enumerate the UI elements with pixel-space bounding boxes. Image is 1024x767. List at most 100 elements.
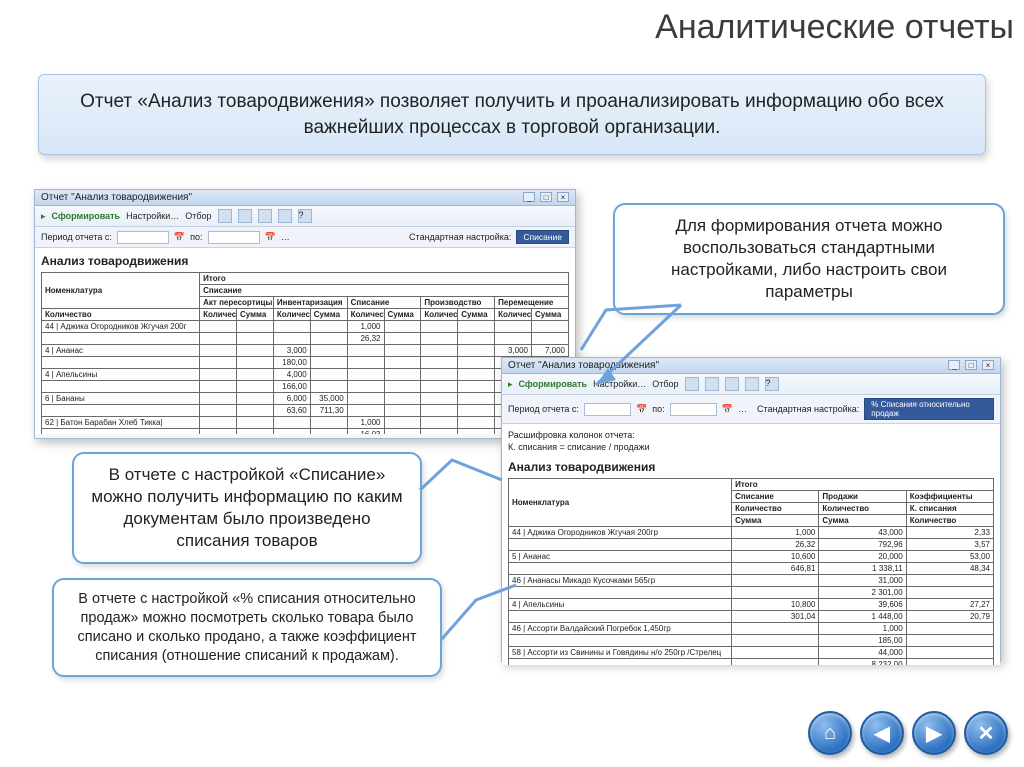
- cell-value: 2,33: [906, 527, 993, 539]
- cell-value: [458, 333, 495, 345]
- std-setting-select[interactable]: % Списания относительно продаж: [864, 398, 994, 420]
- minimize-icon[interactable]: _: [948, 360, 960, 370]
- toolbar-icon[interactable]: [685, 377, 699, 391]
- callout-percent: В отчете с настройкой «% списания относи…: [52, 578, 442, 677]
- toolbar-icon[interactable]: [258, 209, 272, 223]
- col-total: Итого: [732, 479, 994, 491]
- col-writeoff: Списание: [200, 285, 569, 297]
- settings-link[interactable]: Настройки…: [126, 211, 179, 221]
- period-from-input[interactable]: [117, 231, 169, 244]
- cell-value: [532, 333, 569, 345]
- toolbar: ▸ Сформировать Настройки… Отбор ?: [502, 374, 1000, 395]
- home-button[interactable]: ⌂: [808, 711, 852, 755]
- help-icon[interactable]: ?: [298, 209, 312, 223]
- toolbar-icon[interactable]: [725, 377, 739, 391]
- cell-value: [732, 659, 819, 666]
- generate-button[interactable]: Сформировать: [52, 211, 121, 221]
- maximize-icon[interactable]: □: [965, 360, 977, 370]
- cell-value: [310, 357, 347, 369]
- period-to-label: по:: [190, 232, 202, 242]
- generate-button[interactable]: Сформировать: [519, 379, 588, 389]
- toolbar-icon[interactable]: [278, 209, 292, 223]
- cell-value: [906, 587, 993, 599]
- opts-icon[interactable]: …: [738, 404, 747, 414]
- cell-value: [458, 345, 495, 357]
- param-row: Период отчета с: 📅 по: 📅 … Стандартная н…: [502, 395, 1000, 424]
- close-button[interactable]: ✕: [964, 711, 1008, 755]
- maximize-icon[interactable]: □: [540, 192, 552, 202]
- date-picker-icon[interactable]: 📅: [174, 232, 185, 243]
- cell-value: [310, 321, 347, 333]
- toolbar-icon[interactable]: [238, 209, 252, 223]
- date-picker-icon[interactable]: 📅: [265, 232, 276, 243]
- cell-name: 62 | Батон Барабан Хлеб Тикка|: [42, 417, 200, 429]
- window-title: Отчет "Анализ товародвижения": [508, 360, 659, 371]
- cell-value: [347, 393, 384, 405]
- close-icon[interactable]: ×: [557, 192, 569, 202]
- cell-value: 48,34: [906, 563, 993, 575]
- table-row: 4 | Ананас3,0003,0007,000: [42, 345, 569, 357]
- cell-value: [273, 417, 310, 429]
- window-titlebar: Отчет "Анализ товародвижения" _ □ ×: [502, 358, 1000, 374]
- cell-value: [421, 417, 458, 429]
- cell-value: [421, 393, 458, 405]
- cell-value: [421, 429, 458, 435]
- table-row: 16,03: [42, 429, 569, 435]
- arrow-icon[interactable]: ▸: [508, 379, 513, 390]
- cell-value: 646,81: [732, 563, 819, 575]
- period-from-input[interactable]: [584, 403, 631, 416]
- report-body: Расшифровка колонок отчета: К. списания …: [502, 424, 1000, 665]
- period-to-input[interactable]: [670, 403, 717, 416]
- cell-name: [509, 611, 732, 623]
- help-icon[interactable]: ?: [765, 377, 779, 391]
- filter-link[interactable]: Отбор: [652, 379, 678, 389]
- toolbar-icon[interactable]: [745, 377, 759, 391]
- toolbar-icon[interactable]: [705, 377, 719, 391]
- cell-value: 39,606: [819, 599, 906, 611]
- toolbar-icon[interactable]: [218, 209, 232, 223]
- cell-value: [384, 429, 421, 435]
- prev-button[interactable]: ◀: [860, 711, 904, 755]
- col-kwriteoff: К. списания: [906, 503, 993, 515]
- date-picker-icon[interactable]: 📅: [722, 404, 733, 415]
- cell-value: [421, 405, 458, 417]
- cell-name: 4 | Апельсины: [42, 369, 200, 381]
- table-row: 6 | Бананы6,00035,0000,60026,000: [42, 393, 569, 405]
- cell-value: [237, 405, 274, 417]
- cell-value: [421, 345, 458, 357]
- next-button[interactable]: ▶: [912, 711, 956, 755]
- cell-value: [384, 393, 421, 405]
- table-row: 180,00180,00420,00: [42, 357, 569, 369]
- close-icon[interactable]: ×: [982, 360, 994, 370]
- col-qty: Количество: [495, 309, 532, 321]
- cell-value: [237, 417, 274, 429]
- window-titlebar: Отчет "Анализ товародвижения" _ □ ×: [35, 190, 575, 206]
- cell-value: 6,000: [273, 393, 310, 405]
- date-picker-icon[interactable]: 📅: [636, 404, 647, 415]
- cell-value: 1,000: [347, 417, 384, 429]
- cell-value: [732, 647, 819, 659]
- period-to-input[interactable]: [208, 231, 260, 244]
- settings-link[interactable]: Настройки…: [593, 379, 646, 389]
- cell-value: [458, 369, 495, 381]
- callout-text: Для формирования отчета можно воспользов…: [671, 216, 947, 301]
- filter-link[interactable]: Отбор: [185, 211, 211, 221]
- table-row: 4 | Апельсины10,80039,60627,27: [509, 599, 994, 611]
- opts-icon[interactable]: …: [281, 232, 290, 242]
- toolbar: ▸ Сформировать Настройки… Отбор ?: [35, 206, 575, 227]
- col-qty: Количество: [732, 503, 819, 515]
- minimize-icon[interactable]: _: [523, 192, 535, 202]
- cell-name: [509, 563, 732, 575]
- cell-value: [310, 345, 347, 357]
- arrow-icon[interactable]: ▸: [41, 211, 46, 222]
- cell-name: 4 | Апельсины: [509, 599, 732, 611]
- slide-title: Аналитические отчеты: [655, 8, 1014, 47]
- cell-value: 792,96: [819, 539, 906, 551]
- cell-value: 180,00: [273, 357, 310, 369]
- std-setting-select[interactable]: Списание: [516, 230, 569, 244]
- col-production: Производство: [421, 297, 495, 309]
- cell-value: [200, 381, 237, 393]
- cell-value: 44,000: [819, 647, 906, 659]
- cell-name: 46 | Ассорти Валдайский Погребок 1,450гр: [509, 623, 732, 635]
- cell-value: [906, 635, 993, 647]
